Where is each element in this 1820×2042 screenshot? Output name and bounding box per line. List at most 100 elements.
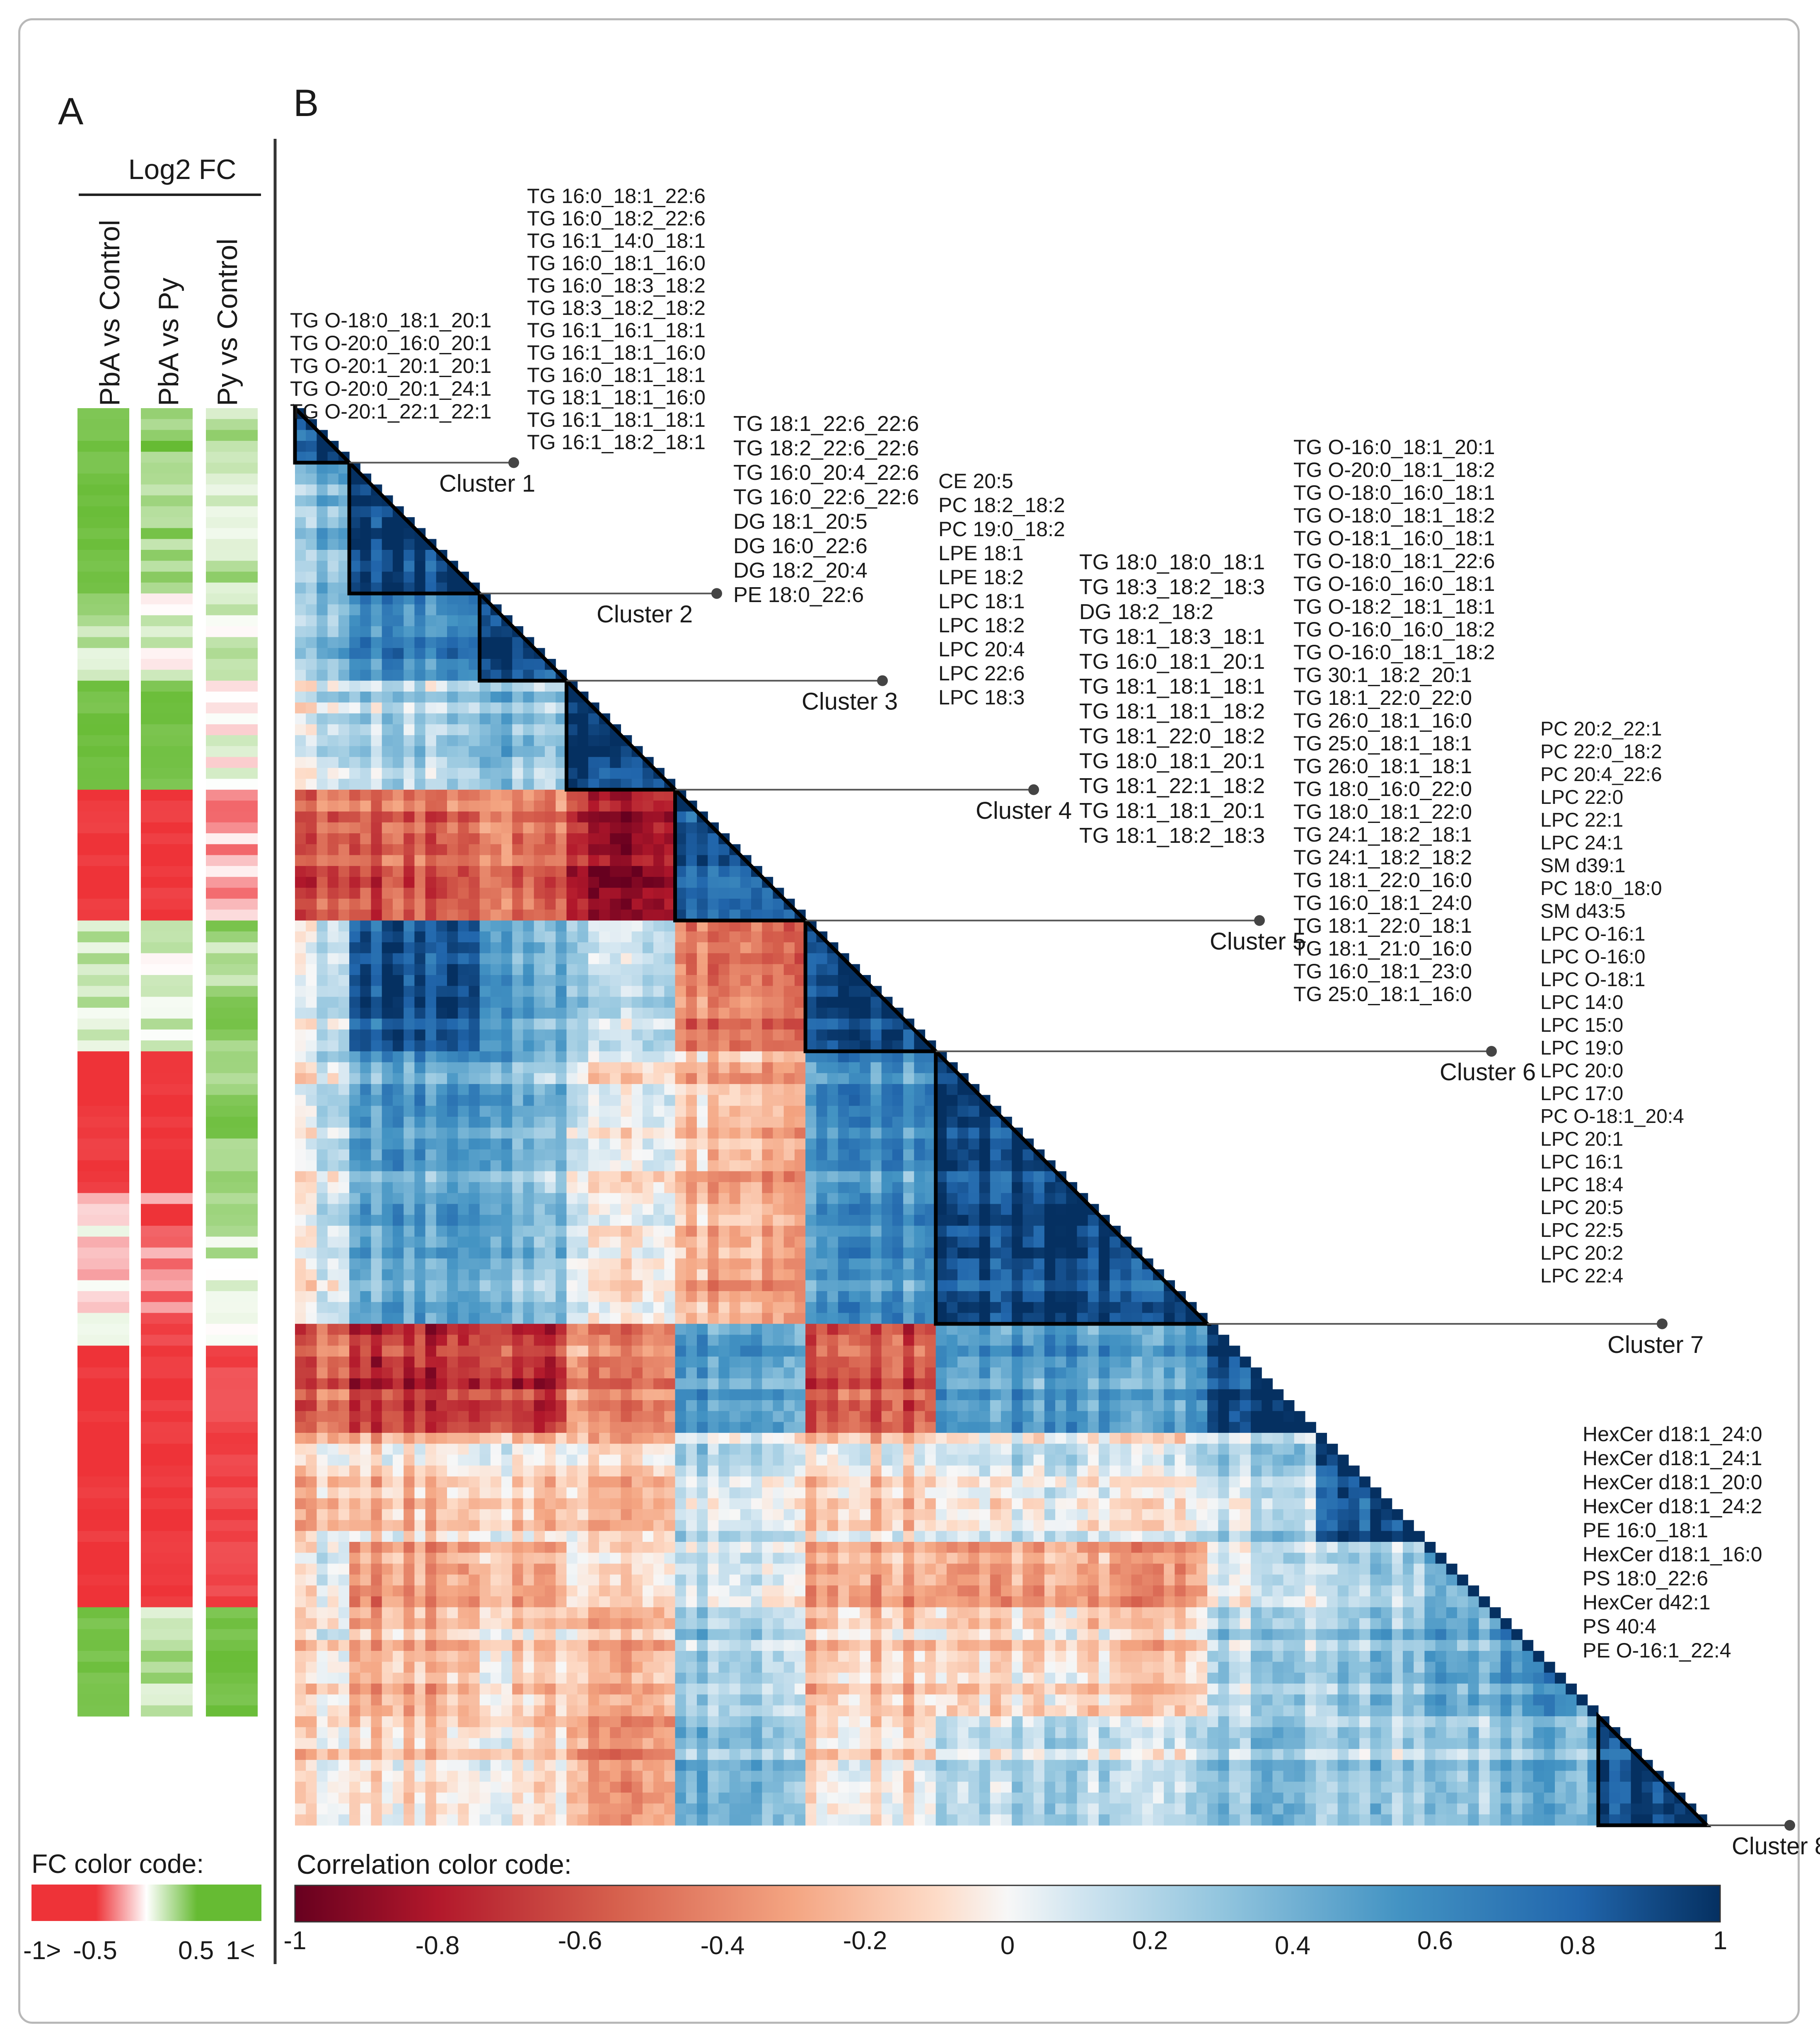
fc-cell (77, 1444, 129, 1455)
corr-cell (718, 855, 730, 866)
corr-cell (838, 1389, 849, 1401)
corr-cell (360, 942, 372, 953)
corr-cell (414, 1062, 426, 1074)
corr-cell (697, 1040, 708, 1052)
corr-cell (1185, 1378, 1197, 1390)
corr-cell (512, 1323, 524, 1335)
corr-cell (545, 1204, 556, 1215)
corr-cell (990, 1127, 1001, 1139)
corr-cell (458, 648, 469, 659)
corr-cell (490, 735, 502, 747)
corr-cell (1022, 1291, 1034, 1302)
corr-cell (306, 1291, 317, 1302)
corr-cell (349, 975, 360, 986)
corr-cell (1142, 1269, 1153, 1281)
corr-cell (479, 713, 491, 725)
corr-cell (425, 1335, 437, 1346)
corr-cell (686, 964, 697, 975)
corr-cell (599, 997, 610, 1008)
corr-cell (392, 604, 404, 616)
corr-cell (1044, 1171, 1056, 1183)
corr-cell (881, 1280, 893, 1292)
corr-cell (414, 997, 426, 1008)
corr-cell (816, 1280, 828, 1292)
corr-cell (1142, 1356, 1153, 1368)
corr-cell (577, 1400, 589, 1411)
corr-cell (1207, 1422, 1218, 1433)
corr-cell (534, 822, 545, 834)
corr-cell (588, 789, 599, 801)
corr-cell (838, 1378, 849, 1390)
corr-cell (610, 1226, 621, 1237)
corr-cell (458, 1247, 469, 1259)
corr-cell (827, 1084, 839, 1095)
corr-cell (860, 1106, 871, 1117)
corr-cell (708, 1182, 719, 1193)
corr-cell (392, 528, 404, 540)
corr-cell (773, 1323, 784, 1335)
corr-cell (523, 1302, 534, 1314)
corr-cell (773, 1400, 784, 1411)
corr-cell (306, 528, 317, 540)
corr-cell (860, 1280, 871, 1292)
corr-cell (306, 1432, 317, 1444)
corr-cell (1229, 1432, 1240, 1444)
corr-cell (621, 888, 632, 899)
corr-cell (295, 833, 306, 844)
corr-cell (718, 888, 730, 899)
corr-cell (501, 997, 512, 1008)
corr-cell (881, 1367, 893, 1379)
corr-cell (903, 1127, 914, 1139)
corr-cell (512, 877, 524, 888)
fc-cell (77, 953, 129, 965)
corr-cell (990, 1389, 1001, 1401)
corr-cell (458, 1117, 469, 1128)
corr-cell (935, 1378, 947, 1390)
corr-cell (588, 1269, 599, 1281)
corr-cell (1033, 1182, 1045, 1193)
corr-cell (436, 1378, 447, 1390)
corr-cell (556, 1280, 567, 1292)
corr-cell (686, 1422, 697, 1433)
corr-cell (360, 789, 372, 801)
corr-cell (773, 1302, 784, 1314)
corr-cell (545, 1019, 556, 1030)
corr-cell (556, 1356, 567, 1368)
fc-cell (141, 1117, 193, 1128)
corr-cell (414, 1171, 426, 1183)
corr-cell (697, 1029, 708, 1041)
corr-cell (436, 561, 447, 572)
corr-cell (447, 1084, 458, 1095)
corr-cell (610, 757, 621, 768)
corr-cell (697, 975, 708, 986)
corr-cell (1055, 1422, 1066, 1433)
corr-cell (360, 615, 372, 627)
corr-cell (1240, 1411, 1251, 1423)
corr-cell (392, 975, 404, 986)
corr-cell (295, 724, 306, 736)
corr-cell (1175, 1422, 1186, 1433)
corr-cell (501, 1182, 512, 1193)
corr-cell (675, 1345, 686, 1357)
corr-cell (458, 1226, 469, 1237)
corr-cell (566, 1117, 578, 1128)
corr-cell (1055, 1356, 1066, 1368)
corr-cell (718, 1444, 730, 1455)
corr-cell (783, 997, 795, 1008)
corr-cell (317, 1127, 328, 1139)
corr-cell (805, 1444, 817, 1455)
corr-cell (653, 1400, 665, 1411)
corr-cell (1044, 1432, 1056, 1444)
corr-cell (414, 801, 426, 812)
corr-cell (349, 1171, 360, 1183)
corr-cell (903, 1323, 914, 1335)
corr-cell (414, 539, 426, 550)
corr-cell (729, 975, 741, 986)
corr-cell (675, 1040, 686, 1052)
fc-legend-tick: -0.5 (73, 1936, 117, 1965)
corr-cell (599, 1117, 610, 1128)
corr-cell (425, 888, 437, 899)
corr-cell (588, 833, 599, 844)
corr-cell (327, 528, 339, 540)
corr-cell (1044, 1236, 1056, 1248)
